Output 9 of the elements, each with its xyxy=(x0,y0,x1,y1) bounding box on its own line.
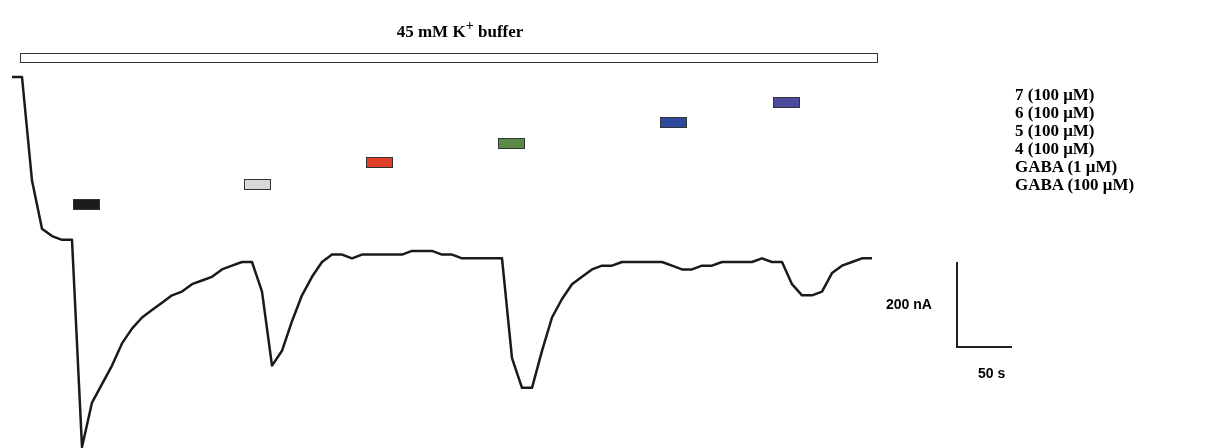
text: 5 (100 μM) xyxy=(1015,121,1096,140)
text: 50 s xyxy=(978,365,1006,381)
chart-title: 45 mM K$^{+}$ buffer xyxy=(395,17,525,42)
text: GABA (100 μM) xyxy=(1015,175,1135,194)
text: 6 (100 μM) xyxy=(1015,103,1096,122)
text: 4 (100 μM) xyxy=(1015,139,1096,158)
text: 200 nA xyxy=(886,296,932,312)
text: 7 (100 μM) xyxy=(1015,85,1096,104)
text: GABA (1 μM) xyxy=(1015,157,1119,176)
